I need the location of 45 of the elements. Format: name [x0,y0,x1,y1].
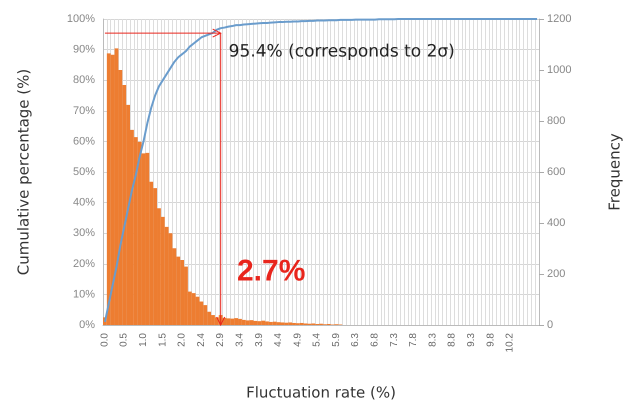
x-tick-label: 9.8 [485,332,496,347]
x-axis-title: Fluctuation rate (%) [246,384,396,402]
y-axis-title: Cumulative percentage (%) [14,68,32,276]
y-tick-label: 90% [72,44,96,56]
y-tick-label: 0% [79,319,96,331]
x-tick-label: 1.0 [138,332,150,347]
x-tick-label: 2.9 [215,332,226,347]
x-tick-label: 9.3 [466,332,477,347]
x-tick-label: 1.5 [157,332,168,347]
x-tick-label: 0.5 [118,332,130,347]
y-tick-label: 10% [72,288,96,300]
y-tick-label: 80% [72,74,96,86]
y2-tick-label: 1000 [547,64,572,76]
y-tick-label: 40% [72,196,96,209]
y-tick-label: 60% [72,135,96,148]
annotation: 2.7% [237,254,306,288]
y-tick-label: 30% [72,227,96,240]
y-tick-label: 100% [66,13,96,25]
x-tick-label: 7.8 [408,332,420,347]
x-tick-label: 8.3 [427,332,438,347]
x-tick-label: 4.4 [273,332,284,347]
x-tick-label: 10.2 [504,332,516,352]
x-tick-label: 6.3 [350,332,362,347]
x-tick-label: 2.0 [176,332,188,347]
y2-tick-label: 400 [547,217,566,229]
x-tick-label: 5.9 [330,332,342,347]
annotation: 95.4% (corresponds to 2σ) [228,42,455,62]
y2-tick-label: 800 [547,115,566,127]
x-tick-label: 6.8 [370,332,381,347]
y-tick-label: 50% [72,166,96,178]
x-tick-label: 4.9 [292,332,304,347]
y2-tick-label: 0 [547,319,554,331]
y-tick-label: 20% [72,258,96,270]
y2-axis-title: Frequency [606,133,624,211]
x-tick-label: 2.4 [196,332,207,347]
x-tick-label: 5.4 [312,332,323,347]
x-tick-label: 8.8 [446,332,458,347]
x-tick-label: 7.3 [388,332,400,347]
y2-tick-label: 1200 [547,13,572,25]
y-tick-label: 70% [72,104,96,117]
x-tick-label: 0.0 [99,332,110,347]
y2-tick-label: 600 [547,166,566,178]
x-tick-label: 3.9 [254,332,265,347]
y2-tick-label: 200 [547,268,566,280]
x-tick-label: 3.4 [234,332,246,347]
